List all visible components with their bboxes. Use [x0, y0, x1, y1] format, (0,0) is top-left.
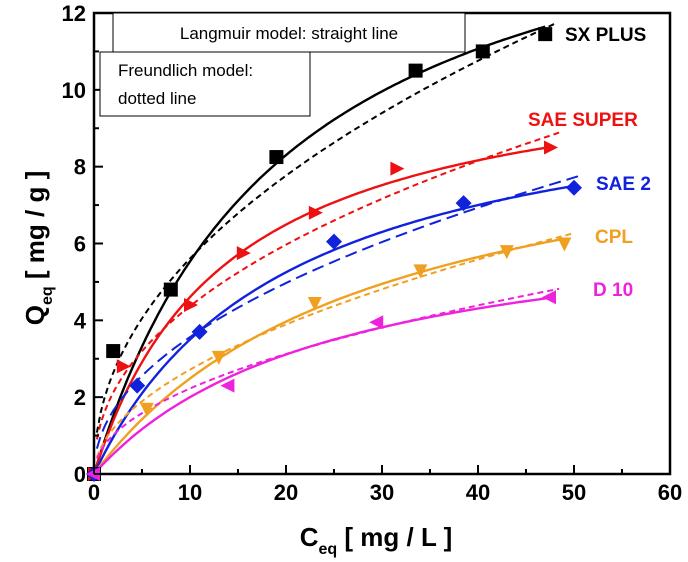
fit-curves	[92, 23, 584, 475]
x-tick-label-0: 0	[88, 480, 100, 505]
x-axis-title-rest: [ mg / L ]	[337, 522, 452, 552]
freundlich-note-line2: dotted line	[118, 89, 196, 108]
x-axis-title: Ceq [ mg / L ]	[300, 522, 453, 558]
sx-plus-point	[408, 63, 423, 78]
sae-2-point	[326, 233, 342, 250]
d-10-point	[369, 315, 384, 330]
y-tick-label-6: 6	[74, 232, 86, 257]
sae-super-point	[184, 297, 198, 312]
series-labels: SX PLUS SAE SUPER SAE 2 CPL D 10	[528, 25, 651, 301]
sae-super-freundlich-line	[95, 131, 560, 440]
freundlich-note: Freundlich model: dotted line	[99, 51, 311, 117]
freundlich-note-line1: Freundlich model:	[118, 61, 253, 80]
langmuir-note-box	[112, 12, 466, 53]
sx-plus-point	[163, 282, 178, 297]
cpl-point	[139, 402, 154, 417]
y-axis-title-main: Q	[20, 305, 50, 325]
y-tick-label-4: 4	[74, 308, 87, 333]
langmuir-note: Langmuir model: straight line	[112, 12, 466, 53]
sae-super-point	[544, 140, 558, 155]
y-tick-label-0: 0	[74, 462, 86, 487]
x-axis-title-main: C	[300, 522, 319, 552]
cpl-langmuir-line	[93, 237, 565, 475]
y-axis-title: Qeq [ mg / g ]	[20, 171, 56, 325]
sx-plus-label: SX PLUS	[565, 25, 646, 46]
x-tick-label-50: 50	[562, 480, 586, 505]
sae-2-point	[191, 323, 208, 340]
sae-super-langmuir-line	[92, 145, 551, 475]
y-axis-title-sub: eq	[39, 286, 56, 305]
d-10-langmuir-line	[93, 296, 551, 475]
x-tick-label-40: 40	[466, 480, 490, 505]
sae-2-label: SAE 2	[596, 174, 651, 195]
d-10-point	[542, 290, 556, 305]
sae-super-point	[236, 246, 251, 261]
x-tick-label-10: 10	[178, 480, 202, 505]
x-tick-label-20: 20	[274, 480, 298, 505]
sae-2-freundlich-line	[95, 173, 584, 449]
y-tick-label-2: 2	[74, 385, 86, 410]
cpl-point	[307, 297, 322, 312]
sx-plus-point	[106, 344, 121, 359]
cpl-point	[499, 245, 514, 260]
sae-2-point	[566, 179, 582, 196]
d-10-label: D 10	[593, 280, 633, 301]
freundlich-note-box	[99, 51, 311, 117]
cpl-point	[211, 350, 226, 365]
sae-2-point	[455, 195, 472, 212]
cpl-freundlich-line	[95, 232, 575, 458]
x-tick-label-60: 60	[658, 480, 682, 505]
y-axis-title-rest: [ mg / g ]	[20, 171, 50, 287]
sae-super-point	[390, 161, 405, 176]
sx-plus-point	[269, 150, 284, 165]
cpl-point	[557, 237, 572, 252]
d-10-point	[220, 378, 235, 393]
sae-super-point	[116, 359, 131, 374]
sx-plus-point	[475, 44, 490, 59]
y-tick-label-10: 10	[62, 78, 86, 103]
y-tick-label-8: 8	[74, 155, 86, 180]
langmuir-note-text: Langmuir model: straight line	[180, 24, 398, 43]
sae-2-langmuir-line	[92, 184, 575, 475]
sae-2-point	[129, 377, 146, 394]
x-axis-title-sub: eq	[319, 541, 338, 558]
sx-plus-freundlich-line	[95, 23, 555, 433]
d-10-freundlich-line	[95, 287, 560, 460]
cpl-label: CPL	[595, 227, 633, 248]
x-tick-label-30: 30	[370, 480, 394, 505]
sx-plus-point	[538, 27, 553, 42]
sae-super-point	[308, 205, 323, 220]
cpl-point	[413, 264, 428, 279]
sae-super-label: SAE SUPER	[528, 110, 638, 131]
axes: 0 10 20 30 40 50 60 0 2 4 6 8 10 12	[62, 1, 683, 505]
y-tick-label-12: 12	[62, 1, 86, 26]
